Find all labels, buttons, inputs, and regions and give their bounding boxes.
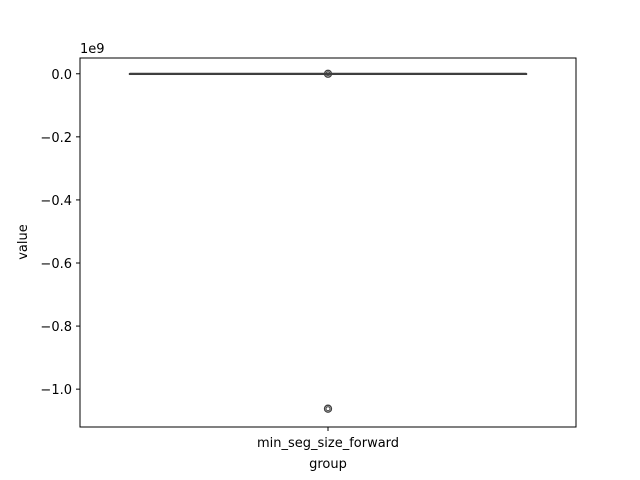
y-tick-label: −0.2: [40, 131, 72, 146]
y-tick-label: 0.0: [51, 68, 72, 83]
y-tick-label: −0.6: [40, 257, 72, 272]
outlier-point: [325, 71, 331, 77]
y-tick-label: −0.8: [40, 320, 72, 335]
y-axis-label: value: [16, 224, 31, 260]
outlier-point: [325, 406, 331, 412]
x-axis-label: group: [309, 457, 347, 472]
outlier-point: [323, 69, 333, 78]
x-tick-label: min_seg_size_forward: [257, 436, 399, 451]
y-offset-label: 1e9: [80, 42, 105, 57]
outlier-point: [323, 404, 333, 413]
y-tick-label: −0.4: [40, 194, 72, 209]
y-tick-label: −1.0: [40, 383, 72, 398]
